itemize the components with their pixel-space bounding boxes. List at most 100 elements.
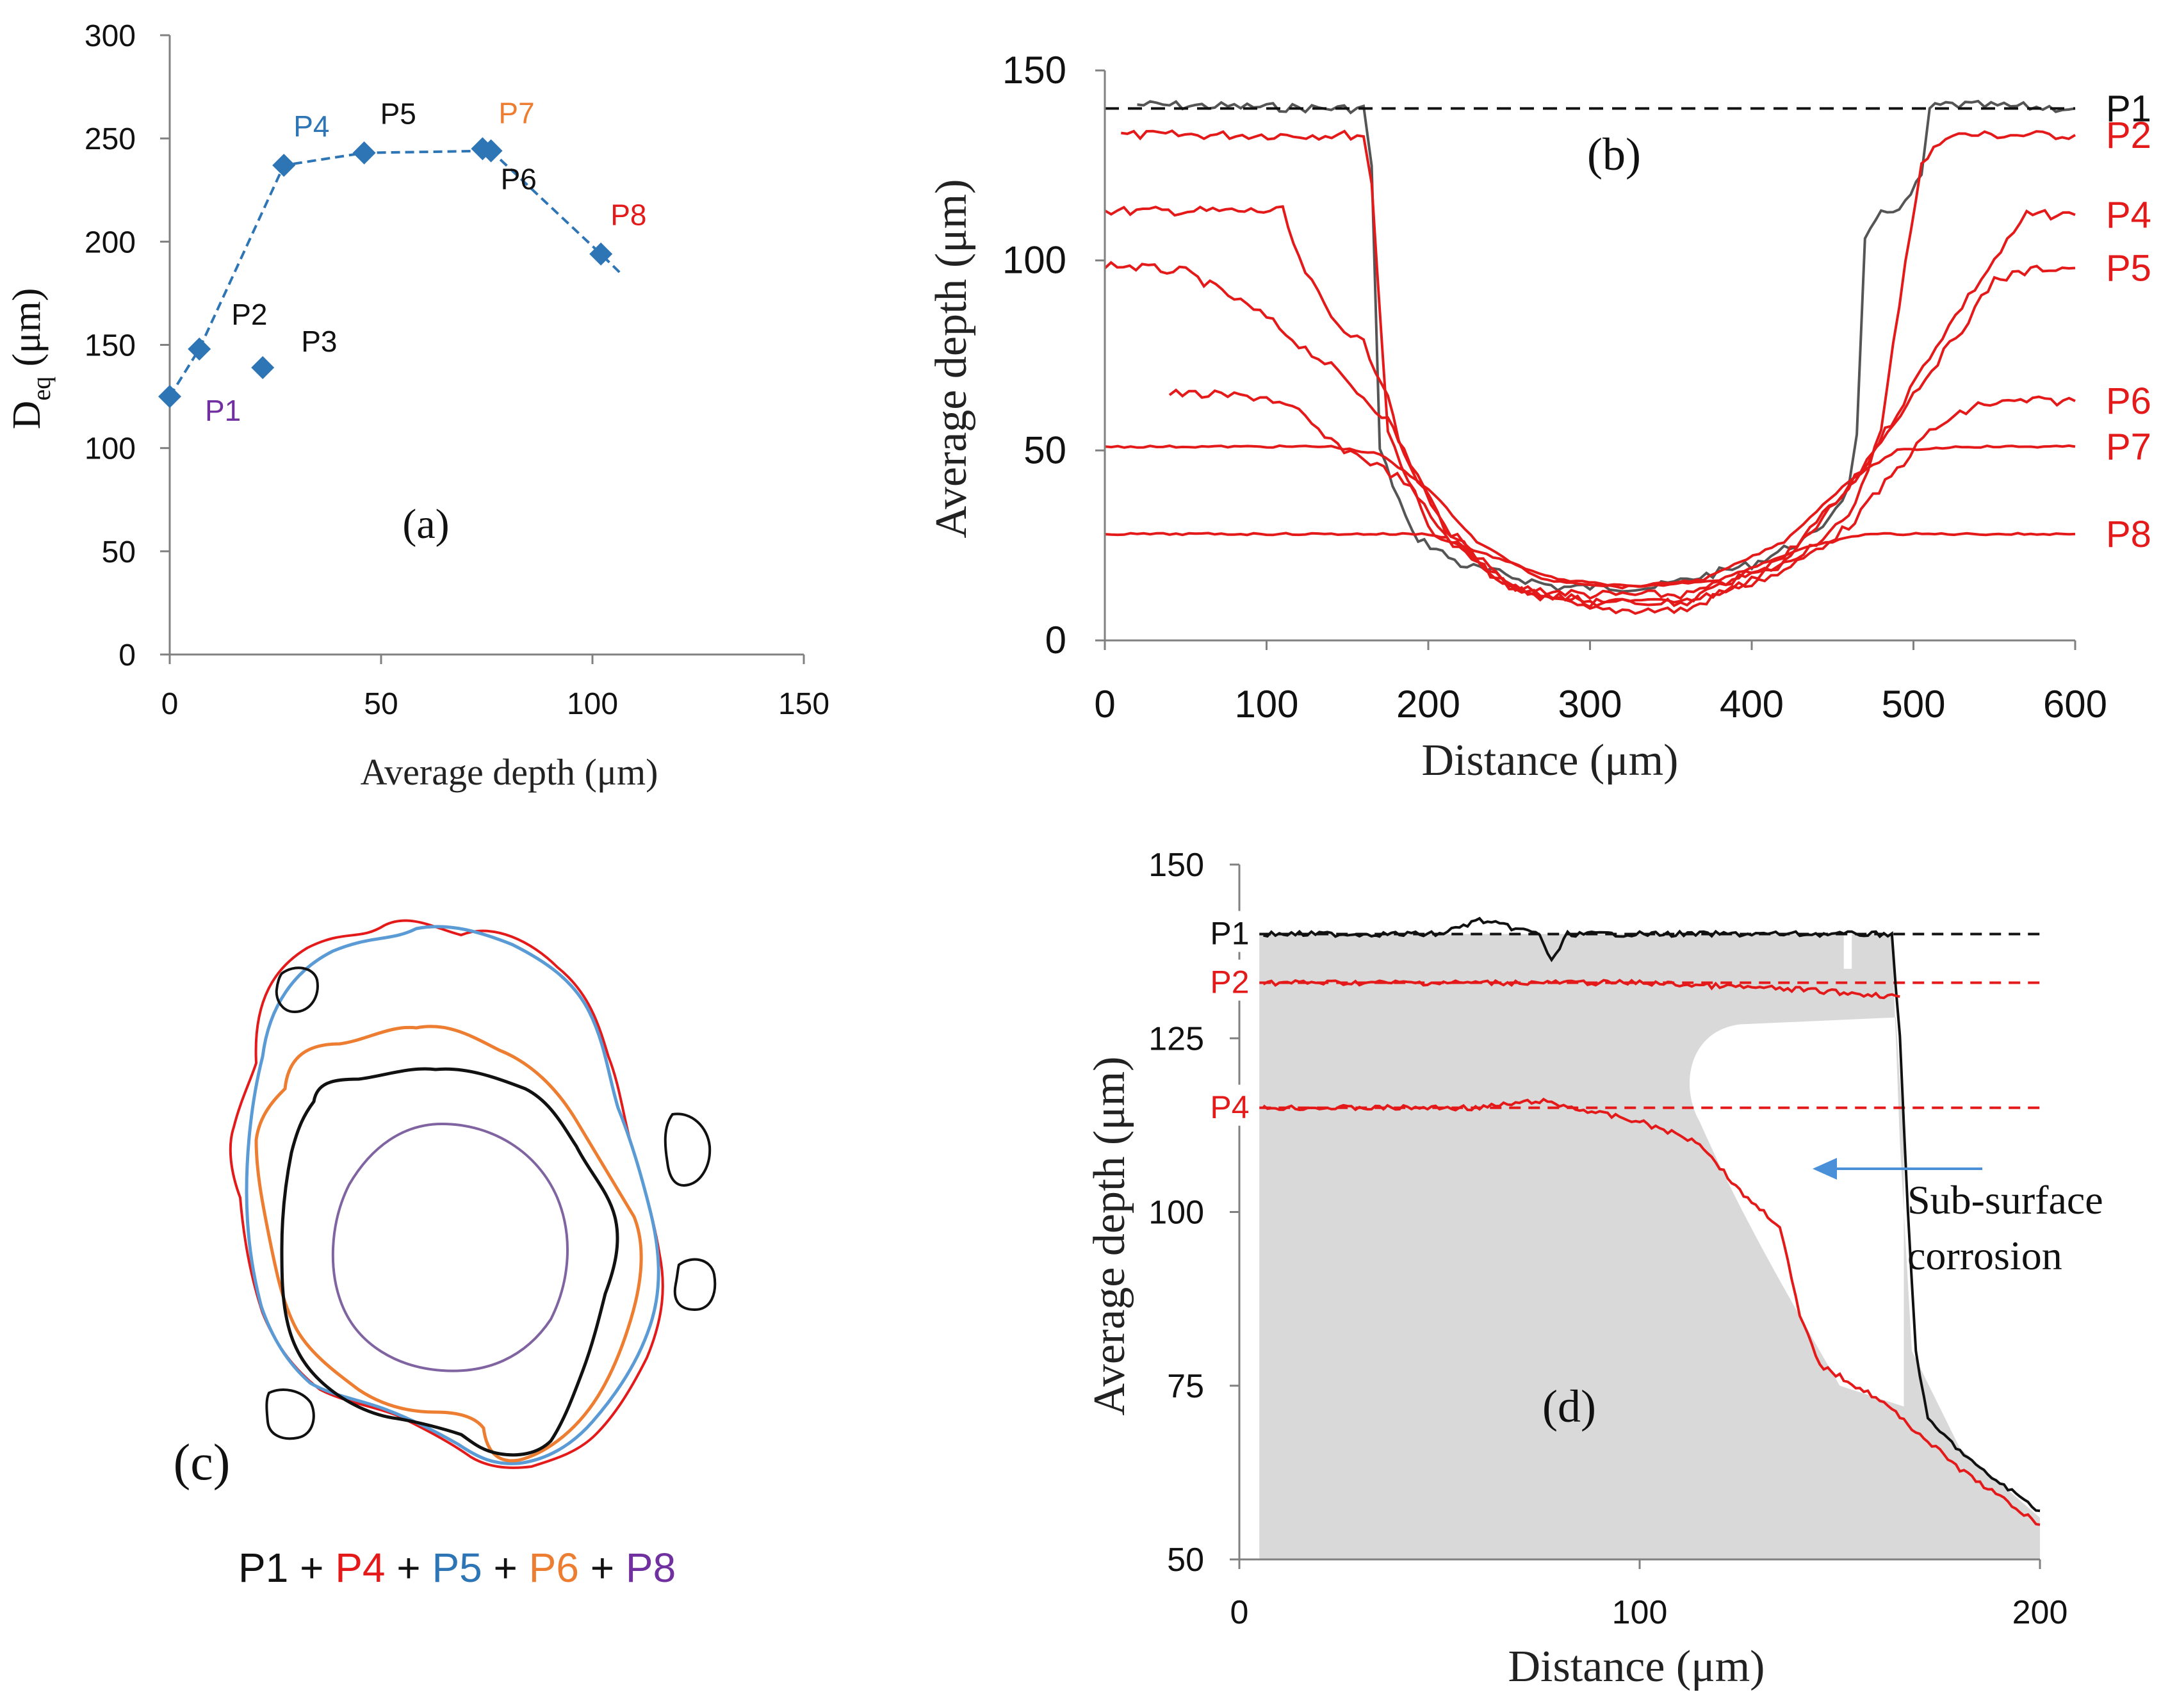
panel-a-x-tick-label: 100 — [567, 687, 618, 721]
point-label-p2: P2 — [231, 298, 267, 331]
panel-c-label: (c) — [174, 1435, 231, 1491]
panel-a-y-axis-title-rest: (μm) — [5, 288, 49, 377]
panel-b-x-tick-label: 500 — [1881, 683, 1945, 726]
point-label-p4: P4 — [293, 110, 329, 143]
series-label-p4: P4 — [2106, 194, 2151, 236]
series-line-p4 — [1262, 1097, 2041, 1526]
panel-a-x-axis-title: Average depth (μm) — [361, 751, 658, 793]
series-line-p8 — [1104, 532, 2076, 589]
legend-separator: + — [482, 1545, 529, 1591]
panel-b-x-tick-label: 0 — [1094, 683, 1115, 726]
series-label-bg-p4 — [1204, 1084, 1255, 1126]
blob-bottom-left — [265, 1388, 315, 1440]
series-label-p2: P2 — [1210, 964, 1249, 1000]
data-point-p1 — [158, 385, 181, 409]
panel-d-y-tick-label: 50 — [1167, 1541, 1204, 1579]
panel-a-y-tick-label: 0 — [118, 638, 136, 672]
legend-entry-p4: P4 — [335, 1545, 385, 1591]
panel-d-x-tick-label: 0 — [1230, 1594, 1249, 1631]
data-point-p3 — [251, 355, 275, 379]
contour-p5 — [245, 925, 660, 1465]
panel-b-x-tick-label: 400 — [1720, 683, 1784, 726]
panel-a-y-axis-title-sub: eq — [27, 377, 56, 401]
contour-p6 — [254, 1025, 643, 1463]
point-label-p7: P7 — [498, 96, 534, 129]
panel-d-series — [1262, 916, 2041, 1526]
point-label-p8: P8 — [610, 199, 646, 232]
panel-a-y-tick-label: 100 — [85, 432, 136, 466]
panel-d-x-axis-title: Distance (μm) — [1508, 1642, 1765, 1691]
legend-separator: + — [386, 1545, 432, 1591]
panel-b-series — [1104, 99, 2076, 615]
panel-a-y-axis-title: Deq (μm) — [5, 288, 56, 430]
blob-right-top — [664, 1112, 712, 1187]
data-point-p5 — [352, 141, 376, 165]
panel-b-y-tick-label: 100 — [1002, 239, 1066, 282]
legend-separator: + — [288, 1545, 335, 1591]
panel-b-y-ticks: 0 50 100 150 — [1002, 49, 1105, 662]
panel-d-y-tick-label: 125 — [1148, 1020, 1204, 1057]
series-line-p7 — [1104, 444, 2076, 590]
series-label-p5: P5 — [2106, 248, 2151, 289]
panel-a-point-labels: P1 P2 P3 P4 P5 P6 P7 P8 — [205, 96, 646, 427]
series-label-bg-p1 — [1204, 911, 1255, 952]
panel-c-legend: P1 + P4 + P5 + P6 + P8 — [238, 1545, 676, 1591]
panel-b-x-tick-label: 100 — [1234, 683, 1298, 726]
point-label-p3: P3 — [301, 325, 337, 358]
series-label-p6: P6 — [2106, 380, 2151, 422]
panel-a-x-tick-label: 0 — [161, 687, 179, 721]
panel-a-y-axis-title-main: D — [5, 401, 49, 430]
point-label-p6: P6 — [501, 163, 537, 196]
series-label-p1: P1 — [2106, 88, 2151, 129]
series-label-p4: P4 — [1210, 1089, 1249, 1125]
series-label-p8: P8 — [2106, 514, 2151, 555]
series-line-p1 — [1263, 916, 2041, 1513]
panel-b-label: (b) — [1587, 129, 1641, 180]
panel-b-y-tick-label: 150 — [1002, 49, 1066, 92]
panel-a-label: (a) — [402, 501, 449, 548]
contour-p8 — [331, 1122, 569, 1372]
panel-d-x-tick-label: 200 — [2012, 1594, 2068, 1631]
panel-b-x-axis-title: Distance (μm) — [1422, 736, 1679, 785]
panel-a-points — [158, 137, 613, 409]
point-label-p1: P1 — [205, 394, 241, 427]
panel-b-x-tick-label: 600 — [2043, 683, 2107, 726]
panel-b-y-tick-label: 50 — [1023, 428, 1066, 471]
series-line-p6 — [1168, 388, 2076, 608]
panel-b-y-tick-label: 0 — [1045, 619, 1066, 662]
panel-b-x-ticks: 0 100 200 300 400 500 600 — [1094, 640, 2107, 726]
legend-entry-p5: P5 — [432, 1545, 482, 1591]
panel-a-y-tick-label: 150 — [85, 329, 136, 363]
panel-b-y-axis-title: Average depth (μm) — [927, 179, 976, 539]
panel-d-y-tick-label: 75 — [1167, 1368, 1204, 1405]
series-label-bg-p2 — [1204, 959, 1255, 1001]
panel-d-label: (d) — [1542, 1381, 1596, 1432]
blob-top-left — [275, 966, 319, 1014]
panel-d-y-tick-label: 100 — [1148, 1194, 1204, 1232]
legend-entry-p8: P8 — [626, 1545, 676, 1591]
legend-separator: + — [579, 1545, 626, 1591]
panel-c: (c) P1 + P4 + P5 + P6 + P8 — [174, 919, 717, 1591]
legend-entry-p1: P1 — [238, 1545, 288, 1591]
panel-a-x-ticks: 0 50 100 150 — [161, 655, 829, 721]
panel-b-x-tick-label: 300 — [1558, 683, 1622, 726]
panel-d-y-axis-title: Average depth (μm) — [1085, 1057, 1134, 1416]
panel-a-y-tick-label: 250 — [85, 122, 136, 156]
series-line-p2 — [1121, 129, 2076, 600]
panel-d-y-ticks: 50 75 100 125 150 — [1148, 847, 1239, 1579]
point-label-p5: P5 — [380, 97, 416, 131]
panel-d-grey-region — [1259, 934, 2040, 1559]
contour-p1 — [280, 1067, 619, 1457]
annotation-sub-surface: Sub-surface — [1907, 1177, 2103, 1223]
series-line-p2 — [1262, 979, 1900, 1000]
data-point-p7 — [471, 137, 494, 161]
series-label-p2: P2 — [2106, 115, 2151, 156]
series-label-p1: P1 — [1210, 916, 1249, 952]
panel-d-x-tick-label: 100 — [1612, 1594, 1668, 1631]
panel-a-y-tick-label: 200 — [85, 225, 136, 259]
panel-d: 50 75 100 125 150 0 100 200 P1 P2 P4 Sub-surface… — [1085, 847, 2103, 1691]
data-point-p8 — [589, 242, 613, 266]
